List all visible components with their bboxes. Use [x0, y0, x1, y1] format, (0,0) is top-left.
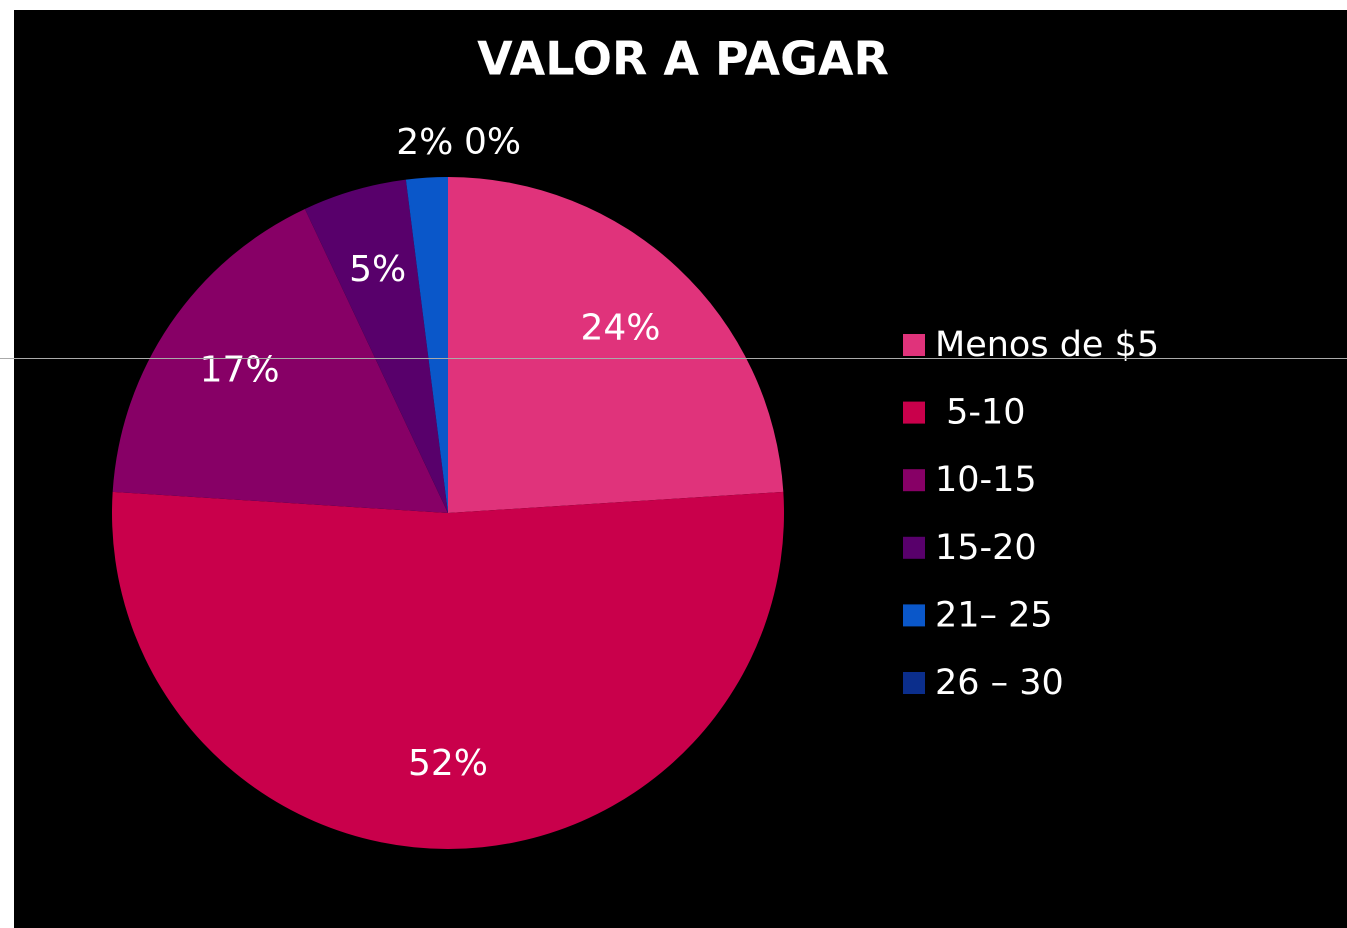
- pie-slice: [304, 179, 448, 513]
- data-label: 24%: [580, 307, 660, 348]
- legend-label: 10-15: [935, 460, 1037, 500]
- legend-swatch: [903, 334, 925, 356]
- legend-label: 26 – 30: [935, 663, 1064, 703]
- legend-swatch: [903, 604, 925, 627]
- legend-swatch: [903, 536, 925, 559]
- legend-label: 15-20: [935, 528, 1037, 568]
- data-label: 5%: [349, 249, 406, 290]
- pie-slice: [111, 491, 784, 849]
- pie-slice: [448, 177, 784, 513]
- legend-swatch: [903, 401, 925, 424]
- pie-slice: [405, 177, 448, 513]
- chart-title: VALOR A PAGAR: [477, 32, 889, 86]
- data-label: 0%: [464, 121, 521, 162]
- data-label: 17%: [200, 349, 280, 390]
- legend-label: 5-10: [935, 393, 1026, 433]
- pie-slice: [112, 208, 448, 514]
- legend-label: 21– 25: [935, 595, 1053, 635]
- data-label: 2%: [396, 122, 453, 163]
- legend-swatch: [903, 469, 925, 492]
- data-label: 52%: [408, 743, 488, 784]
- legend-swatch: [903, 672, 925, 694]
